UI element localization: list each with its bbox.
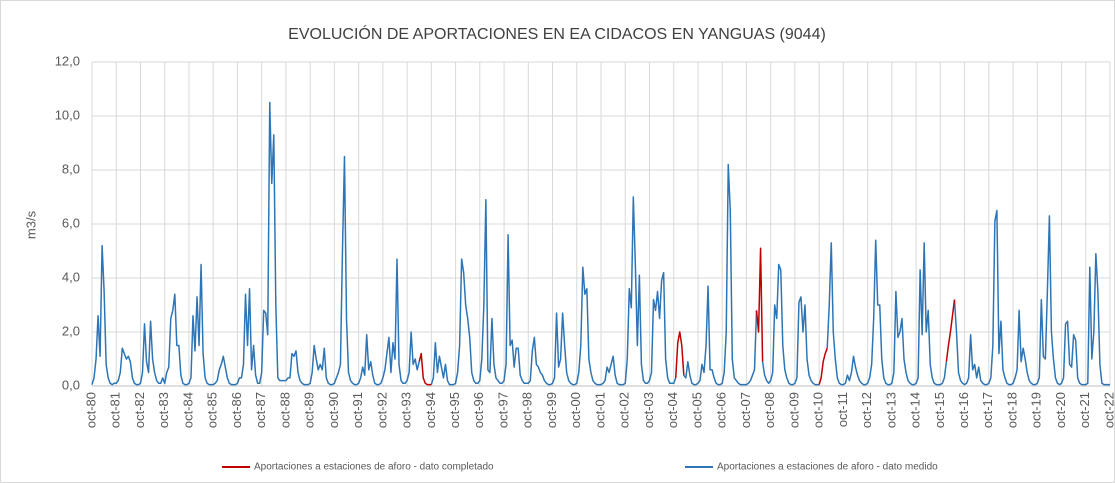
x-tick-label: oct-16 xyxy=(956,392,971,428)
x-tick-label: oct-05 xyxy=(689,392,704,428)
x-tick-label: oct-15 xyxy=(932,392,947,428)
x-tick-label: oct-02 xyxy=(617,392,632,428)
y-axis-label: m3/s xyxy=(23,210,38,239)
x-tick-label: oct-86 xyxy=(229,392,244,428)
legend-label: Aportaciones a estaciones de aforo - dat… xyxy=(254,462,494,473)
x-tick-label: oct-04 xyxy=(665,392,680,428)
x-tick-label: oct-92 xyxy=(374,392,389,428)
x-tick-label: oct-82 xyxy=(132,392,147,428)
x-tick-label: oct-06 xyxy=(714,392,729,428)
x-tick-label: oct-95 xyxy=(447,392,462,428)
x-tick-label: oct-96 xyxy=(471,392,486,428)
x-tick-label: oct-98 xyxy=(520,392,535,428)
x-tick-label: oct-87 xyxy=(253,392,268,428)
x-tick-label: oct-00 xyxy=(568,392,583,428)
y-tick-label: 0,0 xyxy=(62,377,80,392)
x-tick-label: oct-07 xyxy=(738,392,753,428)
y-tick-label: 12,0 xyxy=(55,53,80,68)
x-tick-label: oct-88 xyxy=(277,392,292,428)
x-tick-label: oct-93 xyxy=(399,392,414,428)
x-tick-label: oct-81 xyxy=(108,392,123,428)
x-tick-label: oct-03 xyxy=(641,392,656,428)
x-tick-label: oct-94 xyxy=(423,392,438,428)
x-tick-label: oct-80 xyxy=(83,392,98,428)
series-line xyxy=(418,247,956,386)
x-tick-label: oct-09 xyxy=(786,392,801,428)
x-tick-label: oct-83 xyxy=(156,392,171,428)
x-tick-label: oct-17 xyxy=(980,392,995,428)
x-tick-label: oct-08 xyxy=(762,392,777,428)
y-tick-label: 10,0 xyxy=(55,107,80,122)
x-tick-label: oct-14 xyxy=(908,392,923,428)
x-tick-label: oct-22 xyxy=(1101,392,1115,428)
y-tick-label: 2,0 xyxy=(62,323,80,338)
x-tick-label: oct-19 xyxy=(1029,392,1044,428)
y-tick-label: 6,0 xyxy=(62,215,80,230)
x-tick-label: oct-13 xyxy=(883,392,898,428)
x-tick-label: oct-90 xyxy=(326,392,341,428)
x-tick-label: oct-10 xyxy=(811,392,826,428)
x-tick-label: oct-18 xyxy=(1004,392,1019,428)
x-tick-label: oct-84 xyxy=(180,392,195,428)
x-tick-label: oct-85 xyxy=(205,392,220,428)
x-tick-label: oct-11 xyxy=(835,392,850,427)
y-tick-label: 4,0 xyxy=(62,269,80,284)
x-tick-label: oct-12 xyxy=(859,392,874,428)
x-tick-label: oct-21 xyxy=(1077,392,1092,428)
chart-title: EVOLUCIÓN DE APORTACIONES EN EA CIDACOS … xyxy=(288,24,826,43)
x-tick-label: oct-89 xyxy=(302,392,317,428)
x-tick-label: oct-01 xyxy=(592,392,607,428)
x-tick-label: oct-97 xyxy=(495,392,510,428)
x-tick-label: oct-20 xyxy=(1053,392,1068,428)
y-tick-label: 8,0 xyxy=(62,161,80,176)
x-tick-label: oct-99 xyxy=(544,392,559,428)
x-tick-label: oct-91 xyxy=(350,392,365,428)
series-line xyxy=(91,101,1110,386)
legend-label: Aportaciones a estaciones de aforo - dat… xyxy=(717,462,938,473)
